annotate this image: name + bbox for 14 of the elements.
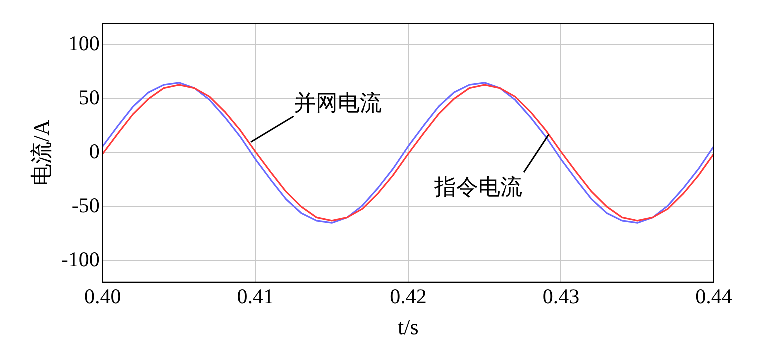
y-axis-title: 电流/A xyxy=(28,120,54,186)
x-tick-label: 0.41 xyxy=(237,284,274,309)
series-label: 指令电流 xyxy=(433,174,522,200)
y-tick-label: 0 xyxy=(89,140,100,164)
x-tick-label: 0.40 xyxy=(84,284,122,309)
y-tick-label: 100 xyxy=(68,32,100,56)
text: 并网电流 xyxy=(294,90,382,116)
y-tick-label: -100 xyxy=(61,247,100,272)
x-tick-label: 0.43 xyxy=(542,284,580,309)
x-tick-label: 0.42 xyxy=(390,284,427,309)
x-axis-title: t/s xyxy=(398,314,419,340)
y-tick-label: 50 xyxy=(78,86,100,110)
y-tick-label: -50 xyxy=(72,193,100,218)
x-tick-label: 0.44 xyxy=(696,284,733,309)
